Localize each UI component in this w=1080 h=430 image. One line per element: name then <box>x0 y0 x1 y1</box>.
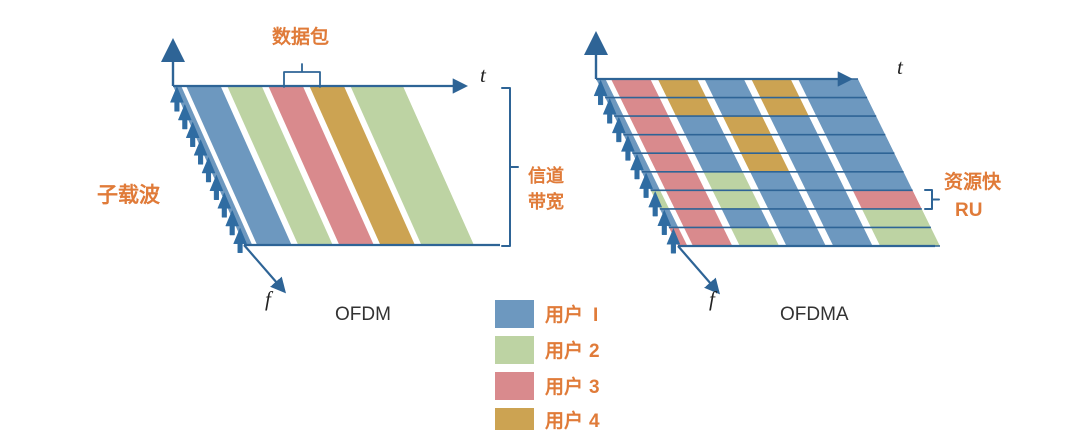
svg-text:用户I: 用户 I <box>545 303 598 326</box>
svg-text:带宽: 带宽 <box>528 191 564 212</box>
svg-text:信道: 信道 <box>528 165 564 186</box>
svg-text:子载波: 子载波 <box>97 183 161 207</box>
svg-text:用户3: 用户 3 <box>545 375 600 398</box>
svg-text:资源快: 资源快 <box>944 170 1002 193</box>
svg-text:t: t <box>480 63 487 87</box>
svg-text:用户2: 用户 2 <box>545 339 600 362</box>
svg-text:RU: RU <box>955 200 982 221</box>
svg-text:OFDMA: OFDMA <box>780 304 849 325</box>
svg-text:t: t <box>897 55 904 79</box>
svg-text:数据包: 数据包 <box>272 25 329 48</box>
svg-text:用户4: 用户 4 <box>545 409 600 430</box>
svg-text:OFDM: OFDM <box>335 304 391 325</box>
svg-text:f: f <box>265 287 274 311</box>
